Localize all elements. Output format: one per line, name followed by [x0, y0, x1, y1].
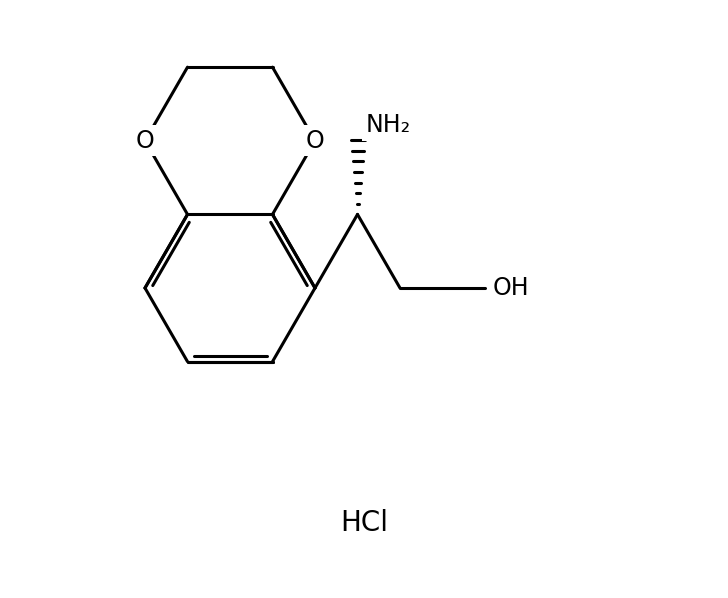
Text: OH: OH [493, 276, 530, 300]
Text: O: O [135, 129, 154, 152]
Text: HCl: HCl [340, 509, 388, 537]
Text: NH₂: NH₂ [365, 114, 411, 138]
Text: O: O [306, 129, 325, 152]
